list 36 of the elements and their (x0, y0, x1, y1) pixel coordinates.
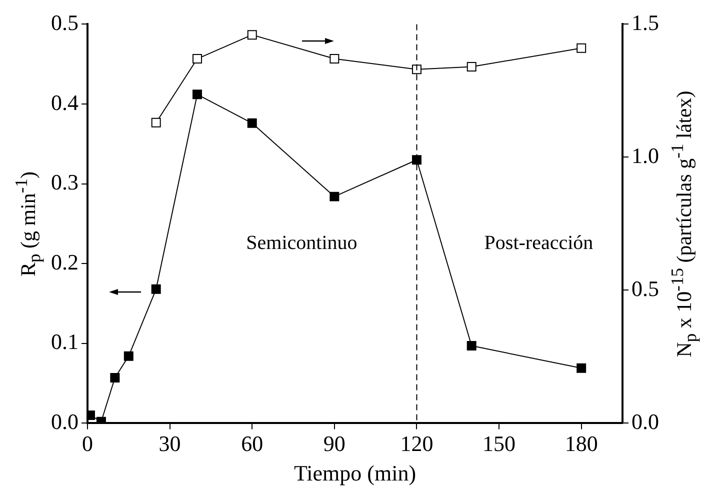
point (192, 54, 202, 64)
x-tick-label: 120 (400, 431, 434, 456)
annotation: Semicontinuo (246, 232, 358, 254)
point (576, 43, 586, 53)
y-tick-label: 0.5 (51, 10, 78, 35)
x-tick-label: 90 (323, 431, 346, 456)
point (151, 284, 161, 294)
point (466, 341, 476, 351)
x-axis-title: Tiempo (min) (294, 460, 416, 486)
y2-tick-label: 0.0 (632, 408, 659, 434)
x-tick-label: 0 (82, 431, 93, 456)
y-tick-label: 0.4 (51, 90, 78, 115)
annotation: Post-reacción (484, 232, 594, 254)
point (466, 62, 476, 72)
point (124, 351, 134, 361)
point (412, 64, 422, 74)
point (330, 192, 340, 202)
point (576, 363, 586, 373)
y2-tick-label: 1.5 (632, 10, 659, 35)
y-tick-label: 0.0 (51, 408, 78, 434)
y-tick-label: 0.3 (51, 170, 78, 195)
y-tick-label: 0.2 (51, 249, 78, 274)
y2-tick-label: 1.0 (632, 142, 659, 168)
x-tick-label: 180 (564, 431, 598, 456)
point (192, 90, 202, 100)
x-tick-label: 150 (482, 431, 516, 456)
y-tick-label: 0.1 (51, 329, 78, 354)
point (412, 155, 422, 165)
point (247, 30, 257, 40)
point (151, 118, 161, 128)
x-tick-label: 60 (241, 431, 264, 456)
y2-tick-label: 0.5 (632, 276, 659, 301)
x-tick-label: 30 (158, 431, 181, 456)
point (110, 372, 120, 382)
point (330, 54, 340, 64)
point (247, 118, 257, 128)
